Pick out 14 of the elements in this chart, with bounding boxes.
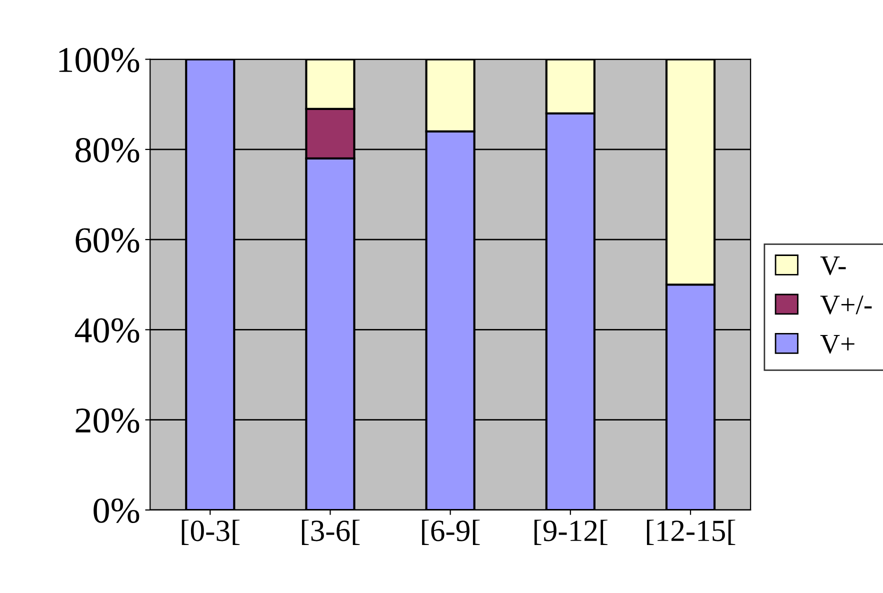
y-tick-label: 100% [59,48,140,72]
y-tick-label: 0% [94,498,140,523]
y-tick-label: 40% [74,318,140,343]
legend-label: V- [820,256,846,276]
y-tick-label: 80% [76,138,140,162]
y-tick-label: 20% [76,408,140,433]
x-tick-label: [9-12[ [534,520,608,545]
legend-label: V+/- [820,296,872,314]
x-tick-label: [0-3[ [182,520,240,545]
legend-label: V+ [820,334,854,354]
x-tick-label: [3-6[ [302,520,360,545]
x-tick-label: [12-15[ [646,520,736,545]
x-tick-label: [6-9[ [422,520,480,545]
y-tick-label: 60% [76,228,140,253]
